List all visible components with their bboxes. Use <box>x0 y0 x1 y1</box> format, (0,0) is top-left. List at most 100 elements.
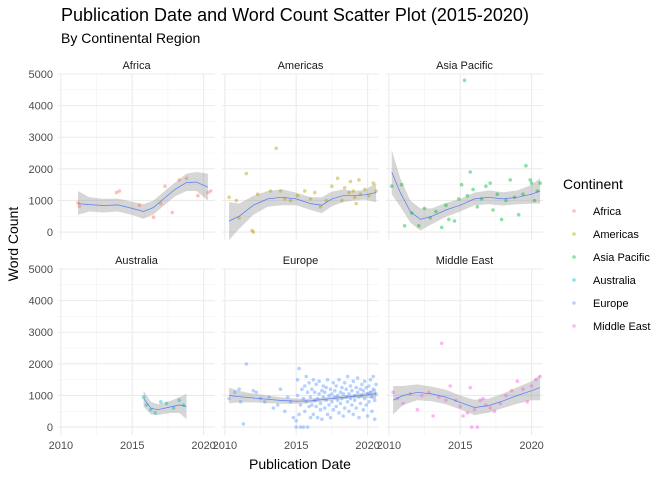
data-point <box>323 390 327 395</box>
y-tick-label: 4000 <box>29 296 53 308</box>
data-point <box>163 184 167 188</box>
data-point <box>295 193 300 198</box>
data-point <box>304 400 309 404</box>
data-point <box>367 193 371 198</box>
x-tick-label: 2020 <box>191 440 215 452</box>
y-tick-label: 3000 <box>29 327 53 339</box>
data-point <box>352 393 357 398</box>
data-point <box>294 419 299 423</box>
legend-key-europe <box>572 301 576 305</box>
data-point <box>472 407 477 412</box>
data-point <box>237 387 241 392</box>
data-point <box>308 197 313 201</box>
y-tick-label: 1000 <box>29 390 53 402</box>
data-point <box>401 401 405 406</box>
y-tick-label: 0 <box>47 227 53 239</box>
y-tick-label: 4000 <box>29 101 53 113</box>
confidence-band-europe <box>229 387 377 404</box>
data-point <box>333 388 337 393</box>
data-point <box>320 388 324 393</box>
data-point <box>342 406 347 410</box>
data-point <box>251 230 256 234</box>
data-point <box>365 414 370 418</box>
x-tick-label: 2015 <box>284 440 308 452</box>
data-point <box>283 409 287 414</box>
data-point <box>344 387 349 392</box>
data-point <box>206 190 210 195</box>
data-point <box>315 396 320 401</box>
data-point <box>372 398 377 403</box>
data-point <box>364 403 369 407</box>
data-point <box>170 210 174 215</box>
data-point <box>419 393 424 398</box>
data-point <box>362 379 367 384</box>
data-point <box>330 184 334 188</box>
data-point <box>318 401 323 406</box>
confidence-band-americas <box>229 183 377 240</box>
x-tick-label: 2015 <box>120 440 144 452</box>
data-point <box>367 384 371 388</box>
x-tick-label: 2020 <box>355 440 379 452</box>
data-point <box>524 163 528 168</box>
data-point <box>227 396 231 401</box>
data-point <box>241 422 246 426</box>
data-point <box>184 176 189 181</box>
data-point <box>399 182 404 187</box>
data-point <box>374 189 378 193</box>
data-point <box>461 414 465 418</box>
data-point <box>338 390 343 395</box>
data-point <box>275 403 280 407</box>
legend-label-europe: Europe <box>593 298 628 310</box>
data-point <box>77 204 82 208</box>
facet-label-africa: Africa <box>122 60 151 72</box>
data-point <box>335 398 340 403</box>
data-point <box>348 396 353 401</box>
data-point <box>469 425 474 429</box>
data-point <box>321 384 326 388</box>
data-point <box>314 404 319 409</box>
data-point <box>478 398 483 403</box>
data-point <box>475 205 480 209</box>
data-point <box>468 385 473 390</box>
data-point <box>361 388 366 393</box>
trend-line-africa <box>77 181 209 212</box>
data-point <box>305 425 310 429</box>
data-point <box>355 390 360 395</box>
data-point <box>341 392 346 396</box>
legend-title: Continent <box>563 176 623 192</box>
y-tick-label: 0 <box>47 422 53 434</box>
data-point <box>340 385 344 390</box>
data-point <box>358 401 363 406</box>
data-point <box>313 190 317 195</box>
data-point <box>331 407 336 412</box>
data-point <box>305 390 310 395</box>
data-point <box>294 425 299 429</box>
data-point <box>368 390 373 395</box>
data-point <box>208 189 213 193</box>
data-point <box>297 366 301 371</box>
data-point <box>391 390 395 395</box>
data-point <box>358 387 363 392</box>
trend-line-americas <box>228 192 377 222</box>
data-point <box>318 205 323 209</box>
confidence-band-australia <box>143 390 187 420</box>
facet-label-europe: Europe <box>283 255 318 267</box>
x-tick-label: 2020 <box>519 440 543 452</box>
data-point <box>488 181 493 185</box>
data-point <box>337 411 341 415</box>
data-point <box>351 379 356 384</box>
data-point <box>325 412 330 417</box>
legend-label-middle-east: Middle East <box>593 321 650 333</box>
data-point <box>263 400 267 404</box>
data-point <box>141 395 146 399</box>
data-point <box>371 181 376 185</box>
data-point <box>149 407 153 412</box>
data-point <box>352 398 357 403</box>
data-point <box>458 404 463 409</box>
data-point <box>308 415 313 420</box>
data-point <box>330 392 334 396</box>
legend-label-australia: Australia <box>593 275 637 287</box>
data-point <box>255 192 260 196</box>
data-point <box>371 387 376 392</box>
